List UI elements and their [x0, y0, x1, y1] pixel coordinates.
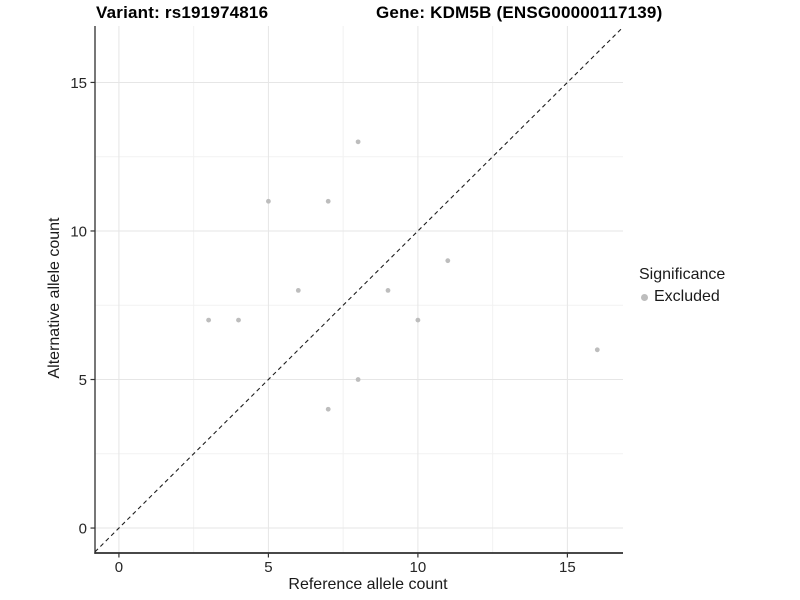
legend: Significance Excluded	[639, 266, 725, 306]
legend-title: Significance	[639, 266, 726, 283]
data-point	[415, 317, 421, 323]
data-point	[325, 198, 331, 204]
legend-item-excluded: Excluded	[639, 288, 725, 306]
x-tick-label: 10	[410, 559, 427, 576]
legend-item-label: Excluded	[654, 288, 720, 305]
data-point	[594, 347, 600, 353]
x-tick-label: 5	[264, 559, 272, 576]
identity-dashed-line	[94, 26, 624, 553]
gene-title: Gene: KDM5B (ENSG00000117139)	[376, 3, 663, 22]
y-tick-label: 10	[70, 223, 87, 240]
y-axis-title: Alternative allele count	[46, 217, 63, 379]
variant-title: Variant: rs191974816	[96, 3, 269, 22]
data-point	[445, 258, 451, 264]
data-point	[355, 139, 361, 145]
y-tick-label: 0	[79, 521, 87, 538]
data-point	[206, 317, 212, 323]
data-point	[295, 287, 301, 293]
x-tick-label: 15	[559, 559, 576, 576]
data-point	[266, 198, 271, 204]
data-point	[385, 287, 391, 293]
data-point	[355, 377, 361, 382]
legend-point-icon	[641, 293, 648, 301]
y-tick-label: 15	[70, 75, 87, 92]
x-tick-label: 0	[115, 559, 123, 576]
data-point	[325, 406, 331, 412]
data-point	[236, 317, 241, 323]
y-tick-label: 5	[79, 372, 87, 389]
x-axis-title: Reference allele count	[288, 576, 448, 593]
